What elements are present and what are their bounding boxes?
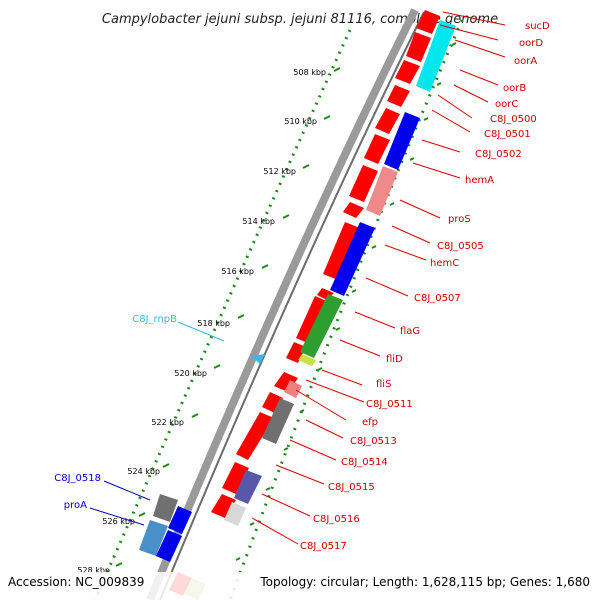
tick-label: 510 kbp <box>284 117 317 126</box>
gene-feature <box>286 342 306 363</box>
gene-label-C8J_0501[interactable]: C8J_0501 <box>484 129 531 140</box>
gene-feature <box>343 202 364 218</box>
gene-label-C8J_0500[interactable]: C8J_0500 <box>490 114 537 125</box>
tick-label: 516 kbp <box>221 267 254 276</box>
tick-label: 524 kbp <box>127 467 160 476</box>
gene-feature <box>236 412 274 460</box>
gene-label-C8J_0518[interactable]: C8J_0518 <box>54 473 101 484</box>
tick-label: 514 kbp <box>242 217 275 226</box>
gene-feature <box>274 372 298 392</box>
gene-label-C8J_0514[interactable]: C8J_0514 <box>341 457 388 468</box>
scale-ring <box>93 29 352 600</box>
gene-label-C8J_0511[interactable]: C8J_0511 <box>366 399 413 410</box>
backbone-inner-edge <box>159 11 425 600</box>
gene-label-efp[interactable]: efp <box>362 417 378 428</box>
tick-label: 520 kbp <box>174 369 207 378</box>
gene-label-proS[interactable]: proS <box>448 214 471 225</box>
footer-background <box>0 572 600 600</box>
gene-feature <box>139 520 168 556</box>
tick-label: 512 kbp <box>263 167 296 176</box>
gene-feature <box>384 112 420 170</box>
accession-text: Accession: NC_009839 <box>8 575 144 589</box>
gene-feature <box>366 166 398 216</box>
tick-label: 508 kbp <box>293 68 326 77</box>
gene-label-C8J_0515[interactable]: C8J_0515 <box>328 482 375 493</box>
gene-label-oorD[interactable]: oorD <box>519 38 543 49</box>
tick-label: 526 kbp <box>102 517 135 526</box>
gene-feature <box>262 398 294 444</box>
gene-label-sucD[interactable]: sucD <box>525 21 550 32</box>
genome-title: Campylobacter jejuni subsp. jejuni 81116… <box>102 12 498 27</box>
gene-feature <box>296 296 329 344</box>
gene-feature <box>300 294 343 358</box>
gene-label-flaG[interactable]: flaG <box>400 326 420 337</box>
tick-mark <box>237 314 245 319</box>
right-label-connectors <box>251 11 506 545</box>
gene-feature <box>323 222 360 280</box>
gene-feature <box>387 85 410 107</box>
tick-mark <box>282 214 290 219</box>
gene-label-oorA[interactable]: oorA <box>514 56 537 67</box>
tick-mark <box>302 164 310 169</box>
tick-mark <box>333 67 341 72</box>
gene-feature <box>234 470 262 504</box>
tick-label: 528 kbp <box>77 566 110 575</box>
gene-feature <box>298 354 316 366</box>
tick-mark <box>138 512 146 517</box>
gene-feature <box>156 530 182 562</box>
gene-feature <box>416 20 456 92</box>
gene-feature <box>168 506 192 534</box>
tick-mark <box>162 463 170 468</box>
gene-label-hemA[interactable]: hemA <box>465 175 494 186</box>
tick-mark <box>115 562 123 567</box>
gene-label-C8J_0516[interactable]: C8J_0516 <box>313 514 360 525</box>
gene-feature <box>349 165 378 202</box>
tick-mark <box>191 413 199 418</box>
gene-feature <box>416 10 440 34</box>
backbone-ring <box>146 8 419 600</box>
gene-label-oorB[interactable]: oorB <box>503 83 526 94</box>
forward-strand-features <box>169 10 440 596</box>
gene-label-C8J_0507[interactable]: C8J_0507 <box>414 293 461 304</box>
gc-ring-ticks <box>235 42 457 561</box>
right-gene-labels: sucD oorD oorA oorB oorC C8J_0500 C8J_05… <box>300 21 550 552</box>
gene-label-hemC[interactable]: hemC <box>430 258 459 269</box>
gene-label-fliS[interactable]: fliS <box>376 379 391 390</box>
gene-label-C8J_rnpB[interactable]: C8J_rnpB <box>132 314 177 325</box>
genome-summary-text: Topology: circular; Length: 1,628,115 bp… <box>259 575 590 589</box>
gene-feature <box>222 462 249 494</box>
tick-label: 518 kbp <box>197 319 230 328</box>
gene-label-C8J_0502[interactable]: C8J_0502 <box>475 149 522 160</box>
gene-label-proA[interactable]: proA <box>64 500 87 511</box>
gene-label-C8J_0513[interactable]: C8J_0513 <box>350 436 397 447</box>
gene-label-C8J_0517[interactable]: C8J_0517 <box>300 541 347 552</box>
tick-label: 522 kbp <box>151 418 184 427</box>
gene-feature <box>224 502 246 526</box>
rnpB-connector <box>177 321 225 342</box>
gene-label-fliD[interactable]: fliD <box>386 354 403 365</box>
tick-mark <box>261 264 269 269</box>
gene-label-C8J_0505[interactable]: C8J_0505 <box>437 241 484 252</box>
proA-connector <box>89 507 145 526</box>
gc-ring <box>228 19 464 600</box>
scale-ticks: 508 kbp 510 kbp 512 kbp 514 kbp 516 kbp … <box>77 67 341 575</box>
colored-features <box>139 20 456 600</box>
gene-feature <box>330 222 375 296</box>
gene-feature <box>211 494 236 518</box>
gene-feature <box>395 60 420 84</box>
tick-mark <box>213 364 221 369</box>
gene-feature <box>284 380 302 398</box>
gene-feature <box>364 134 390 164</box>
tick-mark <box>323 115 331 120</box>
gene-label-oorC[interactable]: oorC <box>495 99 518 110</box>
gene-feature <box>153 494 178 522</box>
rnpB-feature <box>251 354 265 364</box>
gene-feature <box>406 32 431 62</box>
C8J_0518-connector <box>103 480 151 501</box>
gene-feature <box>375 108 400 134</box>
